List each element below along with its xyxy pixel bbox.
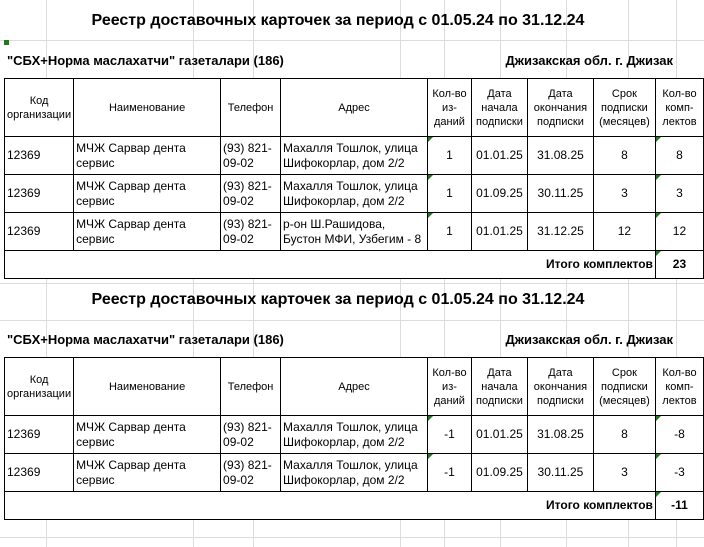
col-name: Наименование [73, 78, 222, 137]
cell-qty: -1 [426, 453, 472, 492]
col-address: Адрес [280, 78, 428, 137]
cell-term: 8 [592, 415, 656, 454]
cell-sets: 3 [654, 174, 704, 213]
cell-term: 3 [592, 174, 656, 213]
total-label: Итого комплектов [4, 491, 656, 520]
total-row: Итого комплектов -11 [4, 491, 704, 520]
register-title: Реестр доставочных карточек за период с … [91, 291, 585, 308]
table-row: 12369 МЧЖ Сарвар дента сервис (93) 821-0… [3, 174, 704, 213]
cell-phone: (93) 821-09-02 [220, 415, 282, 454]
cell-address: Махалля Тошлок, улица Шифокорлар, дом 2/… [280, 174, 428, 213]
col-start: Дата начала подписки [470, 357, 528, 416]
cell-end: 30.11.25 [526, 174, 594, 213]
cell-code: 12369 [3, 136, 75, 175]
cell-start: 01.09.25 [470, 174, 528, 213]
cell-start: 01.01.25 [470, 212, 528, 251]
cell-name: МЧЖ Сарвар дента сервис [73, 136, 222, 175]
cell-code: 12369 [3, 212, 75, 251]
cell-phone: (93) 821-09-02 [220, 212, 282, 251]
cell-end: 31.12.25 [526, 212, 594, 251]
cell-sets: -8 [654, 415, 704, 454]
cell-code: 12369 [3, 453, 75, 492]
cell-term: 8 [592, 136, 656, 175]
col-phone: Телефон [220, 357, 282, 416]
col-start: Дата начала подписки [470, 78, 528, 137]
cell-end: 31.08.25 [526, 136, 594, 175]
cell-sets: 12 [654, 212, 704, 251]
table-row: 12369 МЧЖ Сарвар дента сервис (93) 821-0… [3, 415, 704, 454]
cell-code: 12369 [3, 174, 75, 213]
region-label: Джизакская обл. г. Джизак [505, 332, 673, 347]
cell-qty: 1 [426, 174, 472, 213]
newspaper-name: "СБХ+Норма маслахатчи" газеталари (186) [7, 332, 284, 347]
cell-phone: (93) 821-09-02 [220, 453, 282, 492]
col-qty: Кол-во из-даний [426, 78, 472, 137]
cell-sets: -3 [654, 453, 704, 492]
cell-address: р-он Ш.Рашидова, Бустон МФИ, Узбегим - 8 [280, 212, 428, 251]
table-row: 12369 МЧЖ Сарвар дента сервис (93) 821-0… [3, 453, 704, 492]
cell-name: МЧЖ Сарвар дента сервис [73, 212, 222, 251]
cell-term: 12 [592, 212, 656, 251]
cell-start: 01.01.25 [470, 415, 528, 454]
col-end: Дата окончания подписки [526, 357, 594, 416]
cell-end: 31.08.25 [526, 415, 594, 454]
cell-address: Махалля Тошлок, улица Шифокорлар, дом 2/… [280, 415, 428, 454]
col-term: Срок подписки (месяцев) [592, 78, 656, 137]
total-label: Итого комплектов [4, 250, 656, 279]
col-sets: Кол-во комп-лектов [654, 78, 704, 137]
cell-qty: -1 [426, 415, 472, 454]
table-row: 12369 МЧЖ Сарвар дента сервис (93) 821-0… [3, 212, 704, 251]
cell-start: 01.09.25 [470, 453, 528, 492]
cell-address: Махалля Тошлок, улица Шифокорлар, дом 2/… [280, 136, 428, 175]
header-row: Код организации Наименование Телефон Адр… [3, 357, 704, 416]
table-row: 12369 МЧЖ Сарвар дента сервис (93) 821-0… [3, 136, 704, 175]
col-term: Срок подписки (месяцев) [592, 357, 656, 416]
cell-start: 01.01.25 [470, 136, 528, 175]
cell-sets: 8 [654, 136, 704, 175]
col-qty: Кол-во из-даний [426, 357, 472, 416]
register-title: Реестр доставочных карточек за период с … [91, 12, 585, 29]
col-code: Код организации [3, 357, 75, 416]
cell-name: МЧЖ Сарвар дента сервис [73, 415, 222, 454]
col-phone: Телефон [220, 78, 282, 137]
cell-end: 30.11.25 [526, 453, 594, 492]
cell-qty: 1 [426, 212, 472, 251]
newspaper-name: "СБХ+Норма маслахатчи" газеталари (186) [7, 53, 284, 68]
col-sets: Кол-во комп-лектов [654, 357, 704, 416]
register-table: Код организации Наименование Телефон Адр… [3, 78, 704, 279]
cell-name: МЧЖ Сарвар дента сервис [73, 174, 222, 213]
register-table: Код организации Наименование Телефон Адр… [3, 357, 704, 520]
col-name: Наименование [73, 357, 222, 416]
cell-name: МЧЖ Сарвар дента сервис [73, 453, 222, 492]
cell-phone: (93) 821-09-02 [220, 174, 282, 213]
total-value: -11 [654, 491, 704, 520]
col-address: Адрес [280, 357, 428, 416]
cell-marker [4, 40, 9, 45]
cell-term: 3 [592, 453, 656, 492]
col-end: Дата окончания подписки [526, 78, 594, 137]
cell-phone: (93) 821-09-02 [220, 136, 282, 175]
total-row: Итого комплектов 23 [4, 250, 704, 279]
header-row: Код организации Наименование Телефон Адр… [3, 78, 704, 137]
total-value: 23 [654, 250, 704, 279]
col-code: Код организации [3, 78, 75, 137]
cell-code: 12369 [3, 415, 75, 454]
region-label: Джизакская обл. г. Джизак [505, 53, 673, 68]
cell-qty: 1 [426, 136, 472, 175]
cell-address: Махалля Тошлок, улица Шифокорлар, дом 2/… [280, 453, 428, 492]
